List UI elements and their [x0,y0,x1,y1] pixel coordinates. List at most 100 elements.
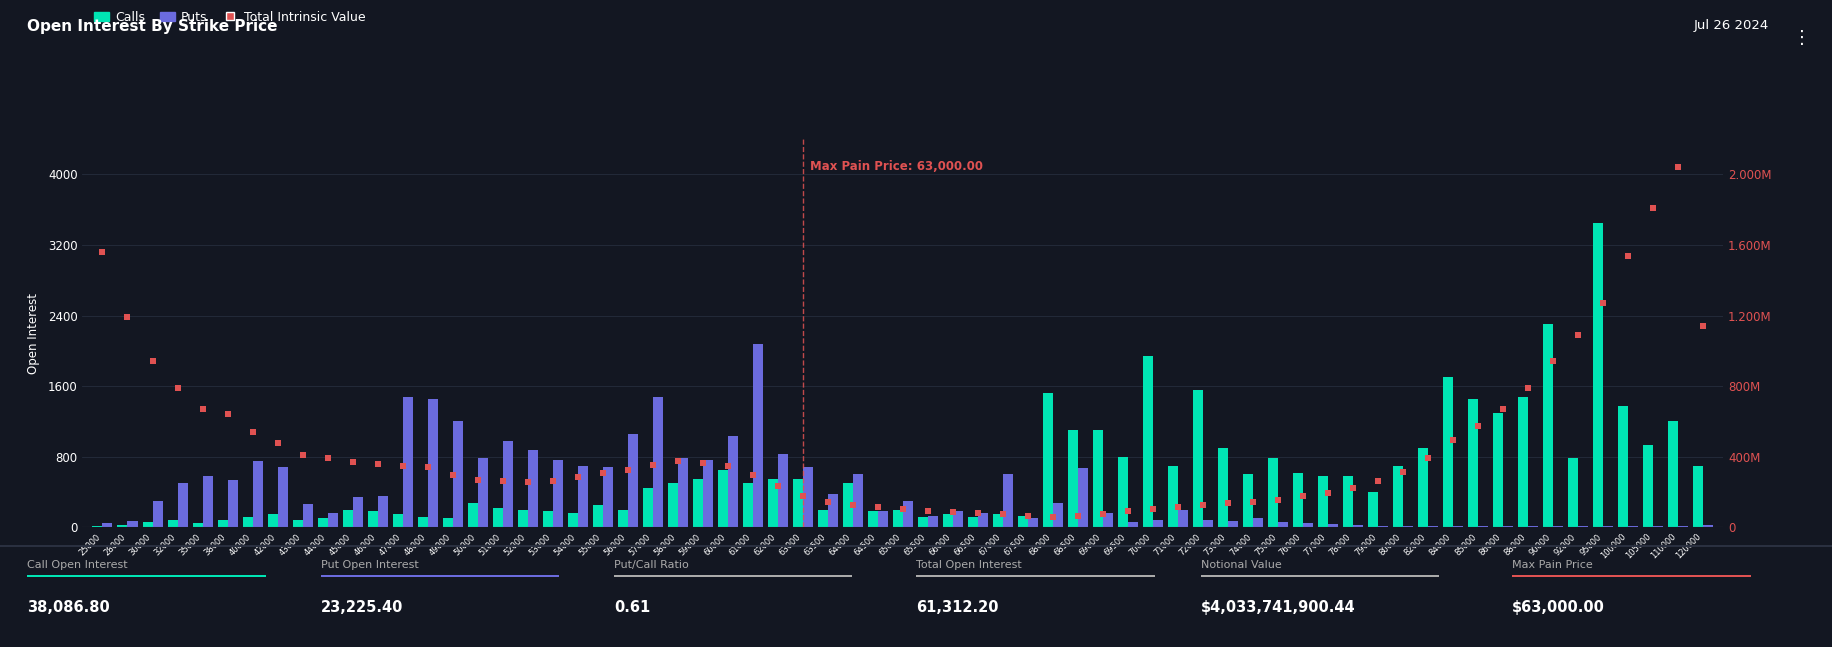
Bar [192,523,202,527]
Bar [92,526,103,527]
Bar [1577,526,1587,527]
Bar [1002,474,1013,527]
Text: 0.61: 0.61 [614,600,650,615]
Bar [328,513,337,527]
Bar [1292,472,1303,527]
Text: 61,312.20: 61,312.20 [916,600,998,615]
Bar [343,510,352,527]
Bar [817,510,828,527]
Bar [302,505,313,527]
Bar [643,488,652,527]
Bar [427,399,438,527]
Bar [878,511,887,527]
Bar [1667,421,1676,527]
Bar [1303,523,1312,527]
Bar [1193,389,1202,527]
Bar [1202,520,1213,527]
Bar [627,433,638,527]
Bar [852,474,863,527]
Bar [178,483,187,527]
Bar [1627,525,1638,527]
Bar [867,511,878,527]
Bar [218,520,227,527]
Bar [1052,503,1063,527]
Text: Call Open Interest: Call Open Interest [27,560,128,569]
Bar [242,517,253,527]
Bar [592,505,603,527]
Text: Jul 26 2024: Jul 26 2024 [1693,19,1768,32]
Text: Max Pain Price: Max Pain Price [1511,560,1592,569]
Bar [1242,474,1253,527]
Bar [1676,526,1687,527]
Bar [1543,324,1552,527]
Bar [1152,520,1161,527]
Bar [1068,430,1077,527]
Bar [117,525,128,527]
Text: 23,225.40: 23,225.40 [321,600,403,615]
Text: Put/Call Ratio: Put/Call Ratio [614,560,689,569]
Bar [1167,466,1178,527]
Bar [1427,526,1436,527]
Bar [542,511,551,527]
Bar [692,479,702,527]
Bar [528,450,537,527]
Bar [551,460,562,527]
Bar [1603,525,1612,527]
Bar [403,397,412,527]
Bar [1127,522,1138,527]
Bar [1566,459,1577,527]
Bar [702,460,713,527]
Bar [791,479,802,527]
Bar [892,510,903,527]
Bar [678,459,687,527]
Bar [1552,525,1563,527]
Bar [568,513,577,527]
Bar [377,496,387,527]
Bar [617,510,627,527]
Bar [1517,397,1528,527]
Bar [1352,525,1363,527]
Bar [753,344,762,527]
Bar [1141,356,1152,527]
Bar [1442,377,1453,527]
Bar [1277,522,1288,527]
Bar [467,503,478,527]
Text: Max Pain Price: 63,000.00: Max Pain Price: 63,000.00 [810,160,982,173]
Bar [942,514,953,527]
Bar [1042,393,1052,527]
Text: $63,000.00: $63,000.00 [1511,600,1605,615]
Bar [976,513,987,527]
Bar [453,421,462,527]
Bar [727,437,736,527]
Bar [502,441,513,527]
Bar [1326,524,1337,527]
Bar [202,476,213,527]
Bar [967,517,976,527]
Bar [1502,525,1511,527]
Bar [577,466,588,527]
Legend: Calls, Puts, Total Intrinsic Value: Calls, Puts, Total Intrinsic Value [88,6,370,28]
Bar [603,467,612,527]
Bar [1077,468,1086,527]
Y-axis label: Open Interest: Open Interest [26,292,40,374]
Bar [927,516,938,527]
Bar [293,520,302,527]
Bar [1253,518,1262,527]
Bar [1528,526,1537,527]
Bar [777,454,788,527]
Bar [843,483,852,527]
Bar [918,517,927,527]
Bar [718,470,727,527]
Bar [1268,459,1277,527]
Bar [1227,521,1237,527]
Text: ⋮: ⋮ [1792,29,1810,47]
Bar [277,467,288,527]
Bar [1343,476,1352,527]
Bar [1028,518,1037,527]
Bar [1367,492,1378,527]
Bar [442,518,453,527]
Bar [1392,466,1401,527]
Bar [103,523,112,527]
Bar [368,511,377,527]
Bar [1092,430,1103,527]
